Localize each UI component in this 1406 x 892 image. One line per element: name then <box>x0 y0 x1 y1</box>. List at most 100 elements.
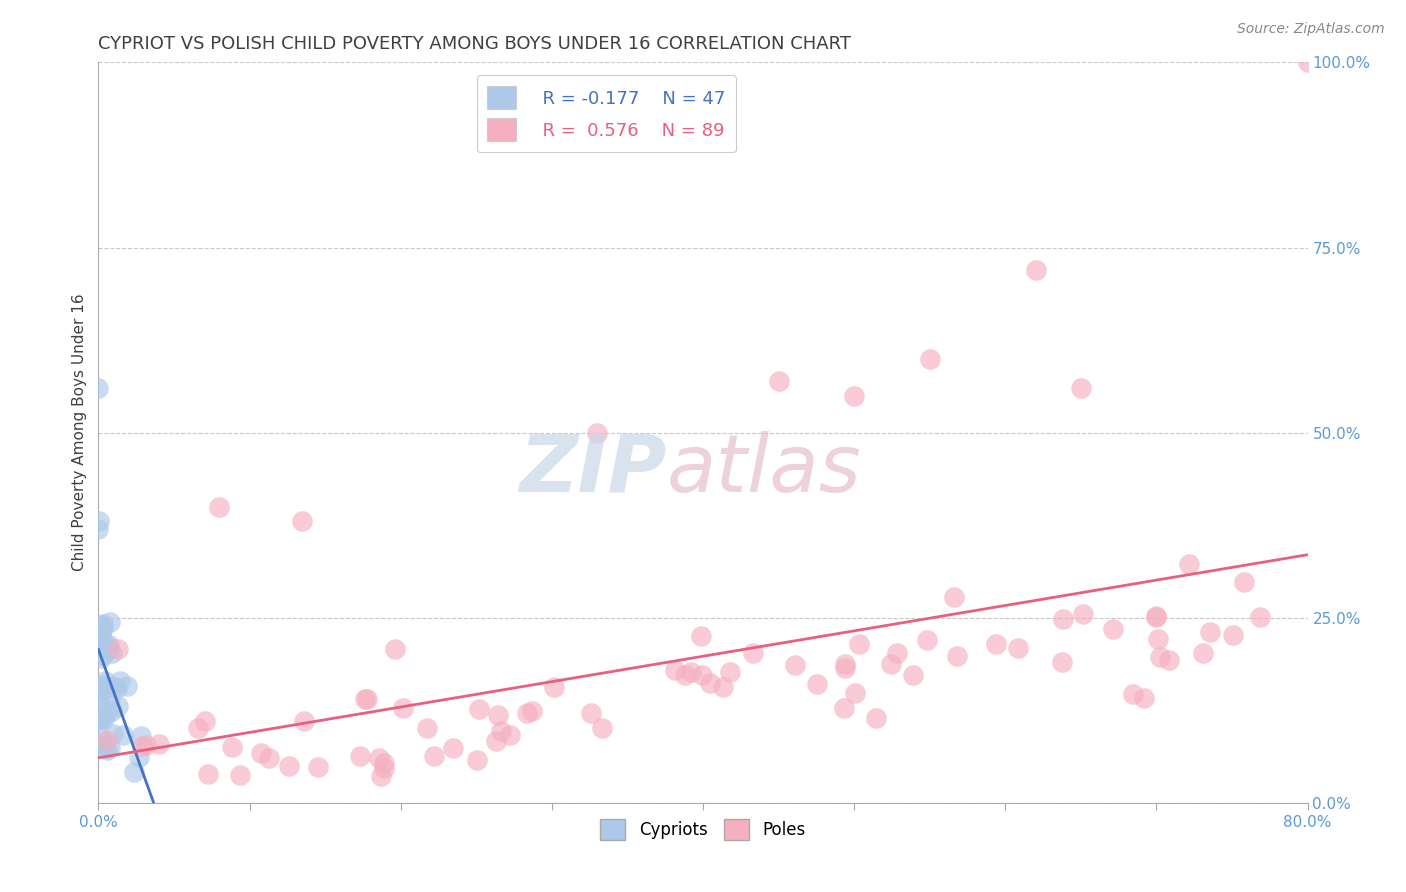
Point <box>291 515 314 529</box>
Point <box>1159 653 1181 667</box>
Point <box>90 713 112 727</box>
Point <box>349 749 371 764</box>
Point <box>94 673 117 688</box>
Point <box>96 706 118 720</box>
Point <box>915 632 938 647</box>
Point <box>711 681 734 695</box>
Point <box>579 706 602 720</box>
Point <box>107 699 129 714</box>
Point <box>91 733 114 747</box>
Point <box>107 642 129 657</box>
Point <box>689 629 711 643</box>
Text: CYPRIOT VS POLISH CHILD POVERTY AMONG BOYS UNDER 16 CORRELATION CHART: CYPRIOT VS POLISH CHILD POVERTY AMONG BO… <box>98 35 852 53</box>
Point <box>93 712 115 726</box>
Point <box>844 388 866 402</box>
Point <box>1177 557 1199 571</box>
Point <box>98 642 121 657</box>
Point <box>1191 647 1213 661</box>
Point <box>128 750 150 764</box>
Point <box>806 677 828 691</box>
Point <box>1144 610 1167 624</box>
Point <box>489 723 512 738</box>
Point <box>384 641 406 656</box>
Point <box>367 750 389 764</box>
Point <box>468 702 491 716</box>
Point <box>98 690 121 704</box>
Point <box>373 761 395 775</box>
Point <box>94 741 117 756</box>
Point <box>91 648 114 662</box>
Point <box>307 759 329 773</box>
Point <box>91 679 114 693</box>
Point <box>90 627 112 641</box>
Point <box>516 706 538 720</box>
Point <box>499 728 522 742</box>
Point <box>1249 610 1271 624</box>
Point <box>1050 655 1073 669</box>
Point <box>108 673 131 688</box>
Point <box>679 665 702 679</box>
Point <box>98 741 121 756</box>
Point <box>90 633 112 648</box>
Point <box>880 657 903 671</box>
Point <box>699 675 721 690</box>
Point <box>485 734 508 748</box>
Point <box>416 721 439 735</box>
Point <box>89 711 111 725</box>
Point <box>718 665 741 679</box>
Point <box>370 769 392 783</box>
Point <box>87 381 110 395</box>
Point <box>87 713 110 727</box>
Point <box>520 704 543 718</box>
Point <box>1133 690 1156 705</box>
Point <box>89 736 111 750</box>
Point <box>103 727 125 741</box>
Point <box>865 711 887 725</box>
Point <box>943 591 966 605</box>
Point <box>91 678 114 692</box>
Point <box>1146 632 1168 647</box>
Point <box>543 681 565 695</box>
Y-axis label: Child Poverty Among Boys Under 16: Child Poverty Among Boys Under 16 <box>72 293 87 572</box>
Point <box>129 729 152 743</box>
Point <box>135 738 157 752</box>
Point <box>197 766 219 780</box>
Point <box>1071 607 1094 621</box>
Point <box>586 425 609 440</box>
Point <box>901 668 924 682</box>
Text: Source: ZipAtlas.com: Source: ZipAtlas.com <box>1237 22 1385 37</box>
Point <box>1102 622 1125 636</box>
Text: ZIP: ZIP <box>519 431 666 508</box>
Point <box>1149 650 1171 665</box>
Point <box>1296 55 1319 70</box>
Point <box>124 765 146 780</box>
Point <box>91 617 114 632</box>
Point <box>441 740 464 755</box>
Point <box>87 628 110 642</box>
Point <box>1122 687 1144 701</box>
Point <box>591 722 613 736</box>
Point <box>89 684 111 698</box>
Point <box>89 689 111 703</box>
Point <box>1144 609 1167 624</box>
Point <box>354 692 377 706</box>
Point <box>89 514 111 528</box>
Point <box>356 691 378 706</box>
Point <box>87 698 110 713</box>
Point <box>465 753 488 767</box>
Point <box>1233 575 1256 590</box>
Point <box>131 739 153 754</box>
Point <box>1199 624 1222 639</box>
Point <box>673 668 696 682</box>
Point <box>986 637 1008 651</box>
Point <box>257 751 280 765</box>
Point <box>90 651 112 665</box>
Point <box>1222 628 1244 642</box>
Text: atlas: atlas <box>666 431 862 508</box>
Point <box>886 646 908 660</box>
Point <box>87 522 110 536</box>
Point <box>1070 381 1092 395</box>
Point <box>783 658 806 673</box>
Point <box>101 646 124 660</box>
Point <box>391 701 413 715</box>
